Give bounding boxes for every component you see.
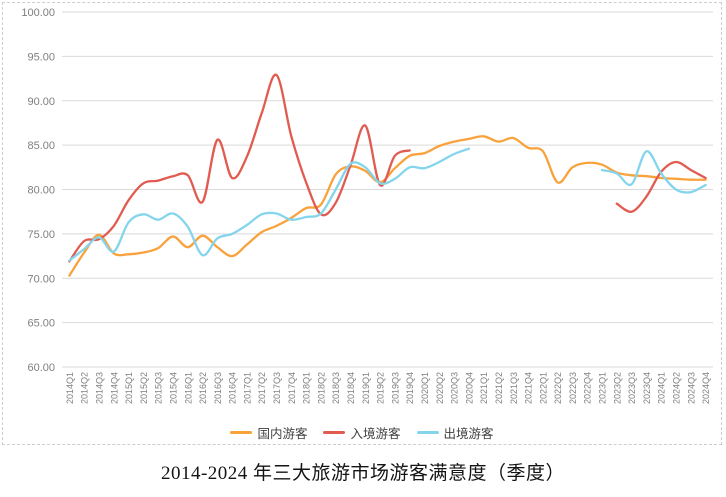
x-tick-label: 2021Q2 xyxy=(494,372,504,404)
legend-label: 出境游客 xyxy=(443,427,494,441)
legend-label: 入境游客 xyxy=(350,427,401,441)
x-tick-label: 2016Q1 xyxy=(183,372,193,404)
x-tick-label: 2014Q1 xyxy=(65,372,75,404)
x-tick-label: 2022Q3 xyxy=(568,372,578,404)
x-tick-label: 2017Q2 xyxy=(257,372,267,404)
x-tick-label: 2024Q1 xyxy=(657,372,667,404)
y-tick-label: 85.00 xyxy=(27,140,55,152)
x-tick-label: 2021Q3 xyxy=(509,372,519,404)
x-tick-label: 2022Q1 xyxy=(538,372,548,404)
x-tick-label: 2015Q3 xyxy=(154,372,164,404)
series-line-outbound-tourists xyxy=(600,150,707,194)
y-tick-label: 95.00 xyxy=(27,51,55,63)
x-tick-label: 2020Q4 xyxy=(464,372,474,404)
x-tick-label: 2018Q2 xyxy=(316,372,326,404)
x-tick-label: 2019Q2 xyxy=(376,372,386,404)
x-tick-label: 2016Q4 xyxy=(228,372,238,404)
series-line-inbound-tourists xyxy=(615,160,707,213)
chart-frame[interactable]: 100.00 95.00 90.00 85.00 80.00 75.00 70.00 65.0… xyxy=(2,2,722,445)
x-tick-label: 2021Q1 xyxy=(479,372,489,404)
x-tick-label: 2023Q3 xyxy=(627,372,637,404)
x-tick-label: 2019Q4 xyxy=(405,372,415,404)
y-tick-label: 80.00 xyxy=(27,185,55,197)
x-axis-labels: 2014Q1 2014Q2 2014Q3 2014Q4 2015Q1 2015Q2 2015… xyxy=(65,372,711,404)
x-tick-label: 2024Q4 xyxy=(701,372,711,404)
legend-item-inbound-tourists: 入境游客 xyxy=(323,423,401,442)
x-tick-label: 2015Q2 xyxy=(139,372,149,404)
y-tick-label: 100.00 xyxy=(21,7,55,19)
x-tick-label: 2024Q2 xyxy=(672,372,682,404)
x-tick-label: 2014Q3 xyxy=(95,372,105,404)
legend-label: 国内游客 xyxy=(257,427,308,441)
series-domestic-tourists xyxy=(68,135,707,277)
x-tick-label: 2014Q2 xyxy=(80,372,90,404)
x-tick-label: 2020Q3 xyxy=(450,372,460,404)
x-tick-label: 2022Q4 xyxy=(583,372,593,404)
y-tick-label: 70.00 xyxy=(27,273,55,285)
legend-line-inbound-tourists xyxy=(323,431,346,434)
x-tick-label: 2020Q1 xyxy=(420,372,430,404)
chart-legend: 国内游客 入境游客 出境游客 xyxy=(3,423,721,442)
x-tick-label: 2015Q4 xyxy=(169,372,179,404)
gridlines xyxy=(62,11,713,368)
x-tick-label: 2014Q4 xyxy=(109,372,119,404)
x-tick-label: 2020Q2 xyxy=(435,372,445,404)
y-tick-label: 75.00 xyxy=(27,229,55,241)
legend-line-domestic-tourists xyxy=(230,431,253,434)
x-tick-label: 2017Q4 xyxy=(287,372,297,404)
x-tick-label: 2015Q1 xyxy=(124,372,134,404)
x-tick-label: 2024Q3 xyxy=(686,372,696,404)
x-tick-label: 2023Q1 xyxy=(598,372,608,404)
x-tick-label: 2018Q3 xyxy=(331,372,341,404)
y-tick-label: 60.00 xyxy=(27,362,55,374)
x-tick-label: 2017Q1 xyxy=(242,372,252,404)
legend-line-outbound-tourists xyxy=(416,431,439,434)
series-line-outbound-tourists xyxy=(68,147,471,262)
legend-item-domestic-tourists: 国内游客 xyxy=(230,423,307,442)
x-tick-label: 2016Q2 xyxy=(198,372,208,404)
chart-title: 2014-2024 年三大旅游市场游客满意度（季度） xyxy=(160,463,566,484)
series-line-inbound-tourists xyxy=(68,73,411,263)
series-line-domestic-tourists xyxy=(68,135,707,277)
x-tick-label: 2022Q2 xyxy=(553,372,563,404)
x-tick-label: 2023Q4 xyxy=(642,372,652,404)
x-tick-label: 2018Q1 xyxy=(302,372,312,404)
x-tick-label: 2016Q3 xyxy=(213,372,223,404)
x-tick-label: 2019Q1 xyxy=(361,372,371,404)
x-tick-label: 2021Q4 xyxy=(524,372,534,404)
x-tick-label: 2023Q2 xyxy=(612,372,622,404)
series-outbound-tourists xyxy=(68,147,707,262)
y-tick-label: 90.00 xyxy=(27,96,55,108)
x-tick-label: 2017Q3 xyxy=(272,372,282,404)
y-axis-labels: 100.00 95.00 90.00 85.00 80.00 75.00 70.00 65.0… xyxy=(21,7,55,374)
legend-item-outbound-tourists: 出境游客 xyxy=(416,423,494,442)
x-tick-label: 2018Q4 xyxy=(346,372,356,404)
x-tick-label: 2019Q3 xyxy=(390,372,400,404)
y-tick-label: 65.00 xyxy=(27,318,55,330)
satisfaction-trend-chart: 100.00 95.00 90.00 85.00 80.00 75.00 70.00 65.0… xyxy=(21,7,713,404)
